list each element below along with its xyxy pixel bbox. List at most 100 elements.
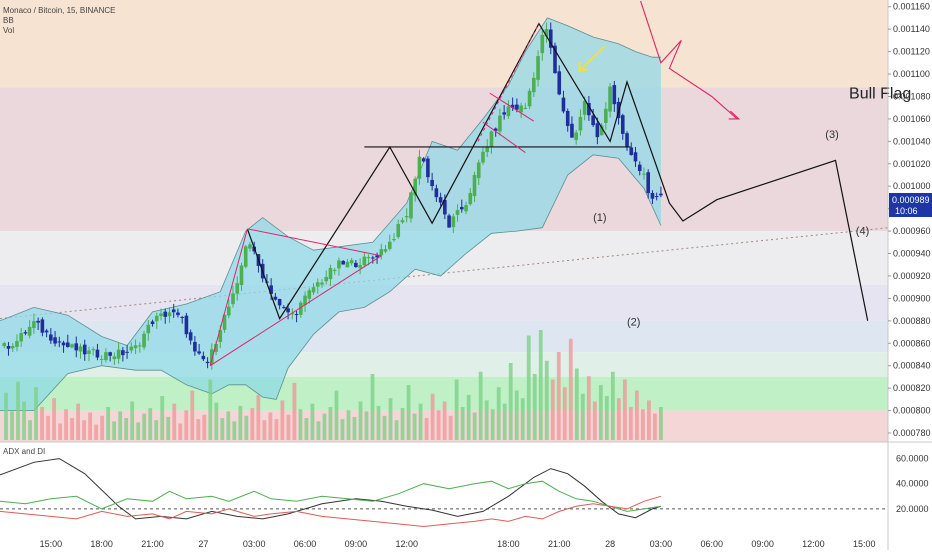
bb-legend[interactable]: BB: [3, 16, 14, 25]
price-axis[interactable]: 0.000780 0.000800 0.000820 0.000840 0.000860…: [888, 2, 931, 438]
candle-body: [519, 105, 523, 113]
triangle-edge: [209, 228, 248, 366]
candle-body: [434, 188, 439, 198]
volume-bar: [358, 401, 363, 440]
price-badge-background: [889, 193, 932, 217]
volume-bar: [604, 396, 609, 440]
candle-body: [443, 199, 447, 215]
volume-bar: [316, 421, 321, 440]
volume-bar: [418, 403, 423, 440]
candle-body: [65, 342, 70, 347]
price-tick-label: 0.000960: [893, 226, 931, 236]
volume-bar: [196, 419, 201, 440]
volume-bar: [148, 408, 153, 440]
candle-body: [506, 106, 511, 117]
time-tick-label: 15:00: [853, 539, 876, 549]
candle-body: [307, 290, 312, 299]
volume-bar: [628, 407, 633, 440]
candle-body: [574, 132, 578, 141]
candle-body: [612, 85, 617, 105]
candle-body: [544, 29, 549, 37]
flagpole-dashed: [477, 23, 540, 142]
candle-body: [328, 267, 333, 280]
candle-body: [476, 162, 481, 179]
candle-body: [345, 261, 350, 268]
adx-axis[interactable]: 20.0000 40.0000 60.0000: [896, 454, 929, 514]
volume-bar: [100, 415, 105, 440]
candle-body: [133, 345, 138, 349]
candle-body: [44, 330, 49, 333]
candle-body: [354, 262, 358, 267]
adx-legend[interactable]: ADX and DI: [3, 447, 45, 456]
volume-bar: [4, 392, 8, 440]
candle-body: [591, 115, 595, 126]
volume-bar: [490, 409, 495, 440]
volume-bar: [112, 421, 117, 440]
adx-tick-label: 20.0000: [896, 504, 929, 514]
volume-bar: [592, 401, 597, 440]
volume-bar: [178, 423, 183, 440]
volume-bar: [556, 352, 561, 440]
price-tick-label: 0.000940: [893, 249, 931, 259]
volume-bar: [538, 330, 543, 440]
price-tick-label: 0.000840: [893, 361, 931, 371]
volume-bar: [124, 418, 129, 440]
volume-bar: [106, 407, 111, 440]
volume-bar: [340, 419, 345, 440]
candle-body: [375, 255, 379, 258]
candle-body: [15, 341, 19, 347]
current-price-badge: 0.000989 10:06: [889, 193, 932, 217]
volume-bar: [214, 402, 219, 440]
time-axis[interactable]: 15:00 18:00 21:00 27 03:00 06:00 09:00 12:00 18:…: [40, 539, 876, 549]
volume-bar: [346, 410, 351, 440]
volume-bar: [496, 387, 501, 440]
volume-bar: [454, 379, 459, 440]
volume-legend[interactable]: Vol: [3, 26, 14, 35]
candle-body: [536, 56, 540, 80]
time-tick-label: 21:00: [141, 539, 164, 549]
candle-body: [510, 104, 515, 108]
volume-bar: [190, 390, 195, 440]
volume-bar: [328, 407, 333, 440]
candle-body: [468, 193, 473, 205]
volume-bar: [574, 368, 579, 440]
candle-body: [587, 102, 591, 116]
yellow-arrow: [578, 45, 606, 72]
candle-body: [176, 312, 180, 316]
candle-body: [409, 192, 413, 219]
volume-bar: [52, 398, 56, 440]
bollinger-lower-line: [0, 154, 662, 411]
time-tick-label: 09:00: [345, 539, 368, 549]
volume-bar: [388, 398, 393, 440]
candle-body: [49, 334, 53, 341]
candle-body: [146, 324, 151, 334]
volume-bar: [598, 385, 603, 440]
candle-body: [171, 309, 176, 313]
volume-bar: [370, 374, 375, 440]
adx-tick-label: 60.0000: [896, 454, 929, 464]
volume-bar: [550, 379, 555, 440]
candle-body: [95, 349, 100, 358]
price-tick-label: 0.001160: [893, 2, 930, 12]
price-tick-label: 0.001140: [893, 24, 930, 34]
candle-body: [557, 71, 562, 95]
volume-bar: [430, 393, 435, 440]
wave-label: (4): [856, 225, 869, 237]
candle-body: [629, 147, 634, 156]
volume-bar: [160, 396, 165, 440]
candle-body: [413, 178, 417, 196]
candle-body: [455, 210, 460, 215]
volume-bar: [34, 387, 38, 440]
candle-body: [502, 112, 506, 115]
volume-bar: [130, 401, 135, 440]
candle-body: [286, 308, 290, 313]
volume-bar: [118, 411, 123, 440]
volume-bar: [154, 420, 159, 440]
candle-body: [218, 330, 223, 342]
candle-body: [417, 156, 422, 179]
candle-body: [32, 321, 36, 329]
wave-label: (2): [627, 316, 640, 328]
flag-line: [482, 121, 526, 153]
volume-bar: [442, 401, 447, 440]
